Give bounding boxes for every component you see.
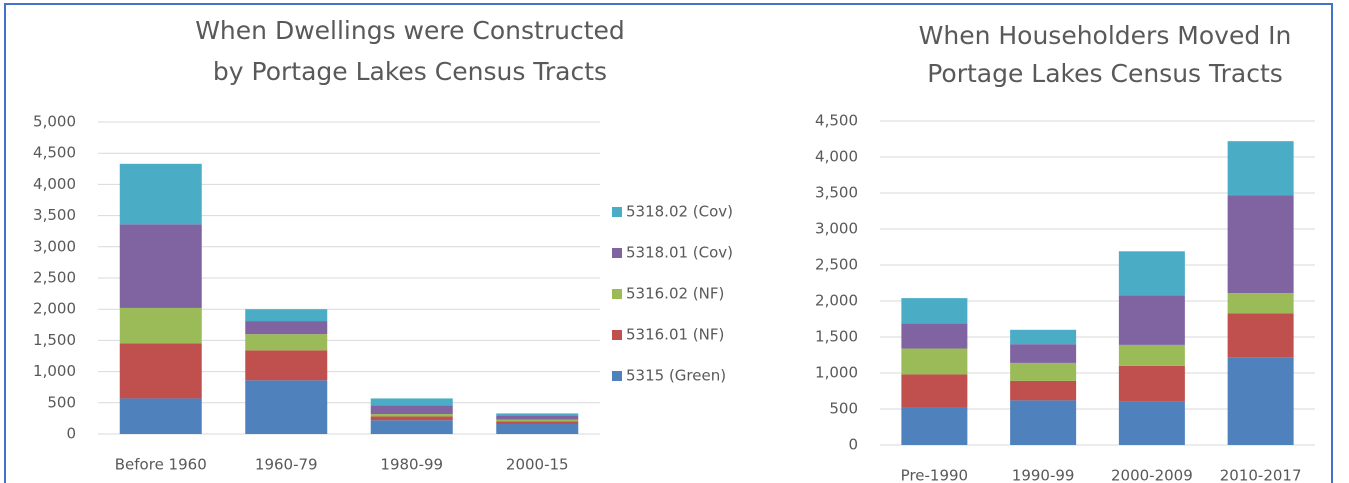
legend-swatch bbox=[612, 289, 622, 299]
bar-segment bbox=[901, 374, 968, 408]
legend-label: 5316.01 (NF) bbox=[626, 326, 724, 344]
bar-segment bbox=[1227, 141, 1294, 196]
y-tick-label: 1,000 bbox=[815, 364, 858, 382]
frame bbox=[4, 3, 1333, 483]
bar-segment bbox=[245, 321, 328, 335]
bar-segment bbox=[496, 419, 579, 422]
bar-segment bbox=[496, 413, 579, 416]
chart-title: When Dwellings were Constructed bbox=[195, 16, 625, 45]
y-tick-label: 0 bbox=[848, 436, 858, 454]
legend-label: 5318.01 (Cov) bbox=[626, 244, 733, 262]
bar-segment bbox=[1010, 344, 1077, 363]
bar-segment bbox=[119, 163, 202, 225]
bar-segment bbox=[1227, 357, 1294, 445]
bar-segment bbox=[1118, 365, 1185, 402]
bar-segment bbox=[1227, 293, 1294, 314]
legend-label: 5315 (Green) bbox=[626, 367, 726, 385]
y-tick-label: 500 bbox=[47, 393, 76, 411]
y-tick-label: 2,500 bbox=[815, 256, 858, 274]
chart-title: Portage Lakes Census Tracts bbox=[927, 59, 1283, 88]
y-tick-label: 3,500 bbox=[33, 206, 76, 224]
bar-segment bbox=[245, 334, 328, 351]
x-tick-label: 1990-99 bbox=[1012, 467, 1075, 483]
y-tick-label: 4,500 bbox=[815, 112, 858, 130]
chart-title: by Portage Lakes Census Tracts bbox=[213, 57, 607, 86]
bar-segment bbox=[370, 416, 453, 421]
bar-segment bbox=[1118, 251, 1185, 296]
x-tick-label: Before 1960 bbox=[115, 456, 207, 474]
bar-segment bbox=[901, 348, 968, 375]
bar-segment bbox=[245, 309, 328, 322]
x-tick-label: 2000-15 bbox=[506, 456, 569, 474]
x-tick-label: 1960-79 bbox=[255, 456, 318, 474]
y-tick-label: 1,500 bbox=[815, 328, 858, 346]
y-tick-label: 4,000 bbox=[33, 175, 76, 193]
bar-segment bbox=[119, 307, 202, 344]
y-tick-label: 500 bbox=[829, 400, 858, 418]
legend-label: 5316.02 (NF) bbox=[626, 285, 724, 303]
legend-swatch bbox=[612, 207, 622, 217]
bar-segment bbox=[245, 350, 328, 381]
bar-segment bbox=[370, 414, 453, 417]
bar-segment bbox=[496, 415, 579, 420]
bar-segment bbox=[901, 323, 968, 349]
x-tick-label: 2000-2009 bbox=[1111, 467, 1193, 483]
x-tick-label: Pre-1990 bbox=[901, 467, 968, 483]
legend-swatch bbox=[612, 248, 622, 258]
bar-segment bbox=[901, 407, 968, 445]
y-tick-label: 3,000 bbox=[33, 237, 76, 255]
legend-swatch bbox=[612, 371, 622, 381]
bar-segment bbox=[1118, 295, 1185, 345]
y-tick-label: 2,000 bbox=[815, 292, 858, 310]
bar-segment bbox=[370, 405, 453, 415]
y-tick-label: 1,500 bbox=[33, 331, 76, 349]
bar-segment bbox=[1010, 400, 1077, 445]
y-tick-label: 3,000 bbox=[815, 220, 858, 238]
legend-swatch bbox=[612, 330, 622, 340]
x-tick-label: 2010-2017 bbox=[1220, 467, 1302, 483]
y-tick-label: 2,000 bbox=[33, 300, 76, 318]
legend-label: 5318.02 (Cov) bbox=[626, 203, 733, 221]
y-tick-label: 1,000 bbox=[33, 362, 76, 380]
y-tick-label: 2,500 bbox=[33, 269, 76, 287]
bar-segment bbox=[1118, 344, 1185, 366]
bar-segment bbox=[370, 420, 453, 434]
y-tick-label: 4,500 bbox=[33, 144, 76, 162]
chart-title: When Householders Moved In bbox=[919, 21, 1292, 50]
y-tick-label: 0 bbox=[66, 425, 76, 443]
bar-segment bbox=[496, 424, 579, 434]
bar-segment bbox=[1010, 329, 1077, 345]
bar-segment bbox=[245, 380, 328, 434]
bar-segment bbox=[370, 398, 453, 406]
bar-segment bbox=[1010, 380, 1077, 401]
bar-segment bbox=[1118, 401, 1185, 445]
y-tick-label: 5,000 bbox=[33, 113, 76, 131]
bar-segment bbox=[119, 224, 202, 308]
y-tick-label: 3,500 bbox=[815, 184, 858, 202]
bar-segment bbox=[119, 343, 202, 399]
bar-segment bbox=[901, 298, 968, 324]
bar-segment bbox=[1010, 362, 1077, 381]
bar-segment bbox=[496, 421, 579, 425]
y-tick-label: 4,000 bbox=[815, 148, 858, 166]
bar-segment bbox=[1227, 313, 1294, 358]
bar-segment bbox=[1227, 195, 1294, 294]
x-tick-label: 1980-99 bbox=[380, 456, 443, 474]
bar-segment bbox=[119, 398, 202, 434]
